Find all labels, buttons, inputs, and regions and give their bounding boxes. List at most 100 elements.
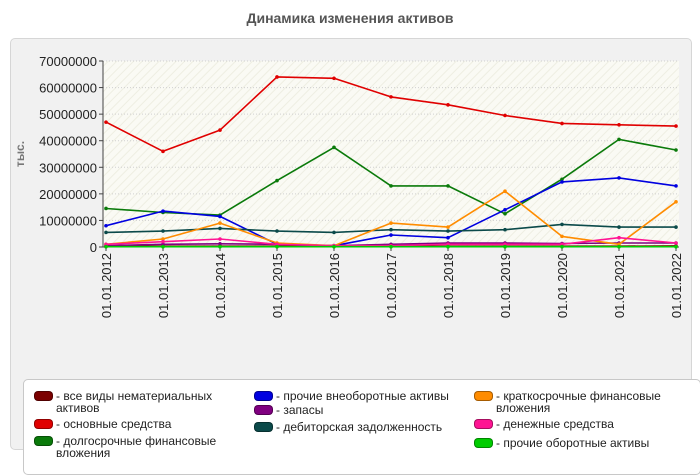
legend-swatch <box>34 391 53 401</box>
plot-area <box>103 61 679 247</box>
data-point <box>446 103 450 107</box>
legend-label: прочие внеоборотные активы <box>276 390 466 402</box>
y-tick-label: 70000000 <box>39 54 97 69</box>
data-point <box>503 228 507 232</box>
legend-swatch <box>474 419 493 429</box>
legend-swatch <box>474 391 493 401</box>
y-axis-label: тыс. <box>13 141 27 167</box>
x-tick-label: 01.01.2022 <box>669 253 684 318</box>
data-point <box>674 225 678 229</box>
data-point <box>389 221 393 225</box>
data-point <box>104 207 108 211</box>
data-point <box>560 223 564 227</box>
data-point <box>617 245 621 249</box>
data-point <box>389 245 393 249</box>
data-point <box>218 237 222 241</box>
data-point <box>617 123 621 127</box>
legend-swatch <box>254 391 273 401</box>
legend-label: основные средства <box>56 418 246 430</box>
data-point <box>218 128 222 132</box>
data-point <box>104 245 108 249</box>
data-point <box>560 180 564 184</box>
data-point <box>104 120 108 124</box>
data-point <box>332 231 336 235</box>
legend-swatch <box>254 422 273 432</box>
data-point <box>446 245 450 249</box>
y-tick-label: 40000000 <box>39 134 97 149</box>
data-point <box>446 236 450 240</box>
data-point <box>560 245 564 249</box>
data-point <box>161 229 165 233</box>
data-point <box>674 241 678 245</box>
x-tick-label: 01.01.2013 <box>156 253 171 318</box>
y-tick-label: 20000000 <box>39 187 97 202</box>
y-tick-label: 30000000 <box>39 160 97 175</box>
legend-label: краткосрочные финансовые вложения <box>496 390 686 414</box>
data-point <box>161 245 165 249</box>
data-point <box>104 224 108 228</box>
data-point <box>161 240 165 244</box>
legend-swatch <box>34 436 53 446</box>
data-point <box>218 221 222 225</box>
x-tick-label: 01.01.2018 <box>441 253 456 318</box>
data-point <box>617 236 621 240</box>
y-tick-label: 50000000 <box>39 107 97 122</box>
data-point <box>389 184 393 188</box>
data-point <box>446 229 450 233</box>
data-point <box>389 95 393 99</box>
data-point <box>674 148 678 152</box>
data-point <box>389 233 393 237</box>
y-tick-label: 0 <box>90 240 97 255</box>
chart-title: Динамика изменения активов <box>0 10 700 26</box>
data-point <box>503 114 507 118</box>
chart-panel: 0 10000000 20000000 30000000 40000000 5000000… <box>10 38 692 450</box>
legend-swatch <box>474 438 493 448</box>
data-point <box>218 227 222 231</box>
x-tick-label: 01.01.2016 <box>327 253 342 318</box>
data-point <box>446 184 450 188</box>
data-point <box>503 212 507 216</box>
data-point <box>560 122 564 126</box>
data-point <box>674 124 678 128</box>
data-point <box>218 245 222 249</box>
data-point <box>161 209 165 213</box>
x-tick-label: 01.01.2014 <box>213 253 228 318</box>
x-tick-label: 01.01.2020 <box>555 253 570 318</box>
chart-legend: все виды нематериальных активов основные… <box>23 379 700 475</box>
data-point <box>674 184 678 188</box>
data-point <box>503 245 507 249</box>
y-tick-label: 10000000 <box>39 213 97 228</box>
legend-label: все виды нематериальных активов <box>56 390 246 414</box>
data-point <box>617 225 621 229</box>
x-tick-label: 01.01.2021 <box>612 253 627 318</box>
x-tick-label: 01.01.2017 <box>384 253 399 318</box>
data-point <box>332 76 336 80</box>
data-point <box>275 229 279 233</box>
data-point <box>161 150 165 154</box>
data-point <box>560 235 564 239</box>
y-tick-label: 60000000 <box>39 81 97 96</box>
data-point <box>674 200 678 204</box>
data-point <box>275 75 279 79</box>
data-point <box>332 245 336 249</box>
data-point <box>275 245 279 249</box>
data-point <box>104 231 108 235</box>
data-point <box>674 245 678 249</box>
data-point <box>389 228 393 232</box>
legend-swatch <box>254 405 273 415</box>
data-point <box>446 225 450 229</box>
legend-label: денежные средства <box>496 418 686 430</box>
legend-label: прочие оборотные активы <box>496 437 686 449</box>
legend-label: долгосрочные финансовые вложения <box>56 435 246 459</box>
data-point <box>503 189 507 193</box>
x-tick-label: 01.01.2015 <box>270 253 285 318</box>
legend-label: дебиторская задолженность <box>276 421 466 433</box>
data-point <box>332 146 336 150</box>
data-point <box>617 138 621 142</box>
data-point <box>218 215 222 219</box>
x-tick-label: 01.01.2019 <box>498 253 513 318</box>
data-point <box>617 176 621 180</box>
legend-label: запасы <box>276 404 466 416</box>
data-point <box>275 179 279 183</box>
legend-swatch <box>34 419 53 429</box>
